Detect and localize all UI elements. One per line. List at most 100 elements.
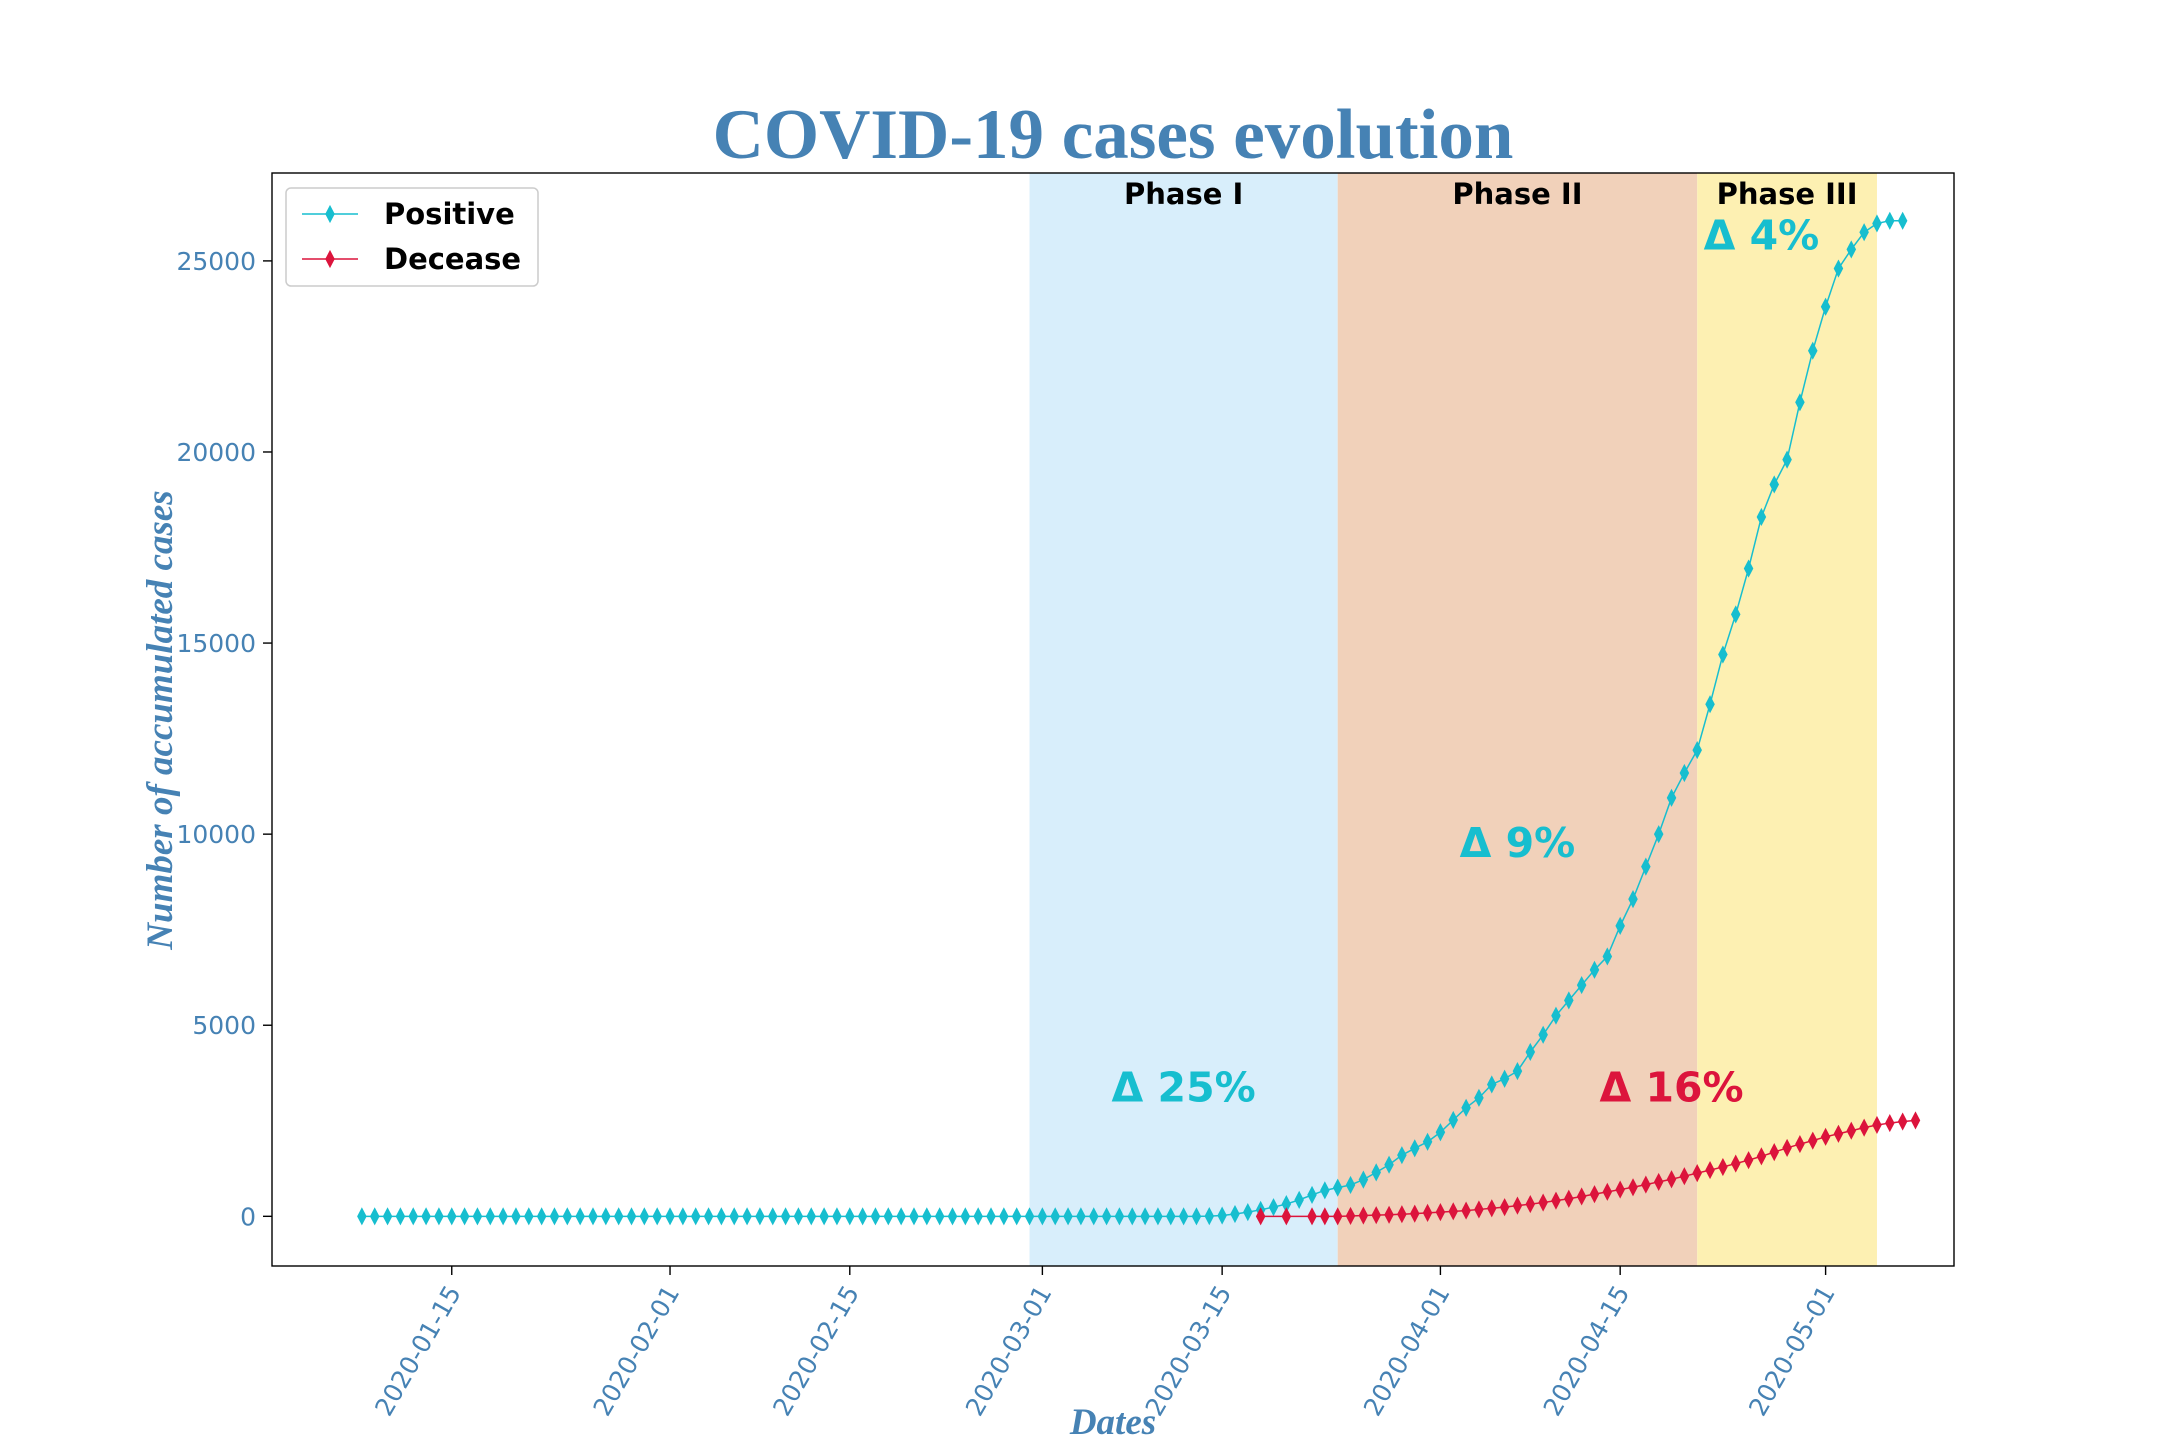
data-point-positive [1666,788,1677,807]
data-point-decease [1897,1112,1908,1131]
data-point-positive [459,1207,470,1226]
data-point-positive [896,1207,906,1226]
data-point-positive [1474,1088,1484,1107]
data-point-positive [1448,1110,1459,1130]
delta-annotation-phase-2: Δ 9% [1460,819,1576,867]
data-point-positive [421,1207,431,1226]
data-point-positive [1833,259,1844,278]
data-point-positive [1024,1207,1035,1226]
legend-item-positive: Positive [302,197,515,231]
data-point-positive [1037,1207,1048,1226]
data-point-positive [1641,857,1651,876]
data-point-positive [1397,1146,1407,1165]
data-point-decease [1281,1207,1292,1226]
y-tick-label: 25000 [176,247,256,276]
data-point-decease [1833,1124,1844,1143]
data-point-positive [767,1207,778,1226]
data-point-positive [536,1207,547,1226]
y-tick-label: 10000 [176,820,256,849]
data-point-positive [793,1207,804,1226]
data-point-positive [1230,1204,1240,1224]
data-point-positive [1461,1098,1471,1117]
data-point-positive [434,1207,444,1226]
data-point-decease [1859,1118,1869,1137]
x-tick-label: 2020-01-15 [369,1281,467,1421]
chart-title: COVID-19 cases evolution [713,96,1514,174]
x-tick-label: 2020-02-15 [767,1281,865,1421]
data-point-positive [1063,1207,1073,1226]
data-point-positive [1512,1062,1523,1081]
data-point-positive [524,1207,534,1226]
data-point-decease [1705,1161,1715,1180]
data-point-positive [819,1207,829,1226]
delta-annotation-decease: Δ 16% [1599,1064,1743,1112]
data-point-positive [1153,1207,1163,1226]
data-point-positive [549,1207,560,1226]
data-point-decease [1807,1131,1818,1150]
data-point-positive [1332,1178,1343,1197]
y-axis-label: Number of accumulated cases [140,490,181,950]
data-point-decease [1589,1185,1600,1204]
data-point-positive [472,1207,483,1226]
data-point-positive [369,1207,380,1226]
data-point-positive [729,1207,739,1226]
data-point-positive [1422,1132,1433,1151]
data-point-positive [665,1207,675,1226]
data-point-positive [1679,763,1690,783]
data-point-decease [1358,1206,1369,1225]
data-point-positive [1653,825,1664,844]
data-point-positive [1114,1207,1125,1226]
data-point-decease [1512,1196,1523,1215]
data-point-decease [1499,1198,1510,1217]
data-point-positive [960,1207,971,1226]
data-point-decease [1345,1206,1356,1226]
data-point-positive [1358,1170,1369,1189]
data-point-positive [909,1207,919,1226]
data-point-decease [1551,1191,1561,1210]
data-point-decease [1872,1115,1882,1135]
data-point-positive [1795,393,1805,412]
y-tick-label: 5000 [192,1011,256,1040]
data-point-positive [922,1207,932,1226]
data-point-decease [1602,1182,1613,1201]
data-point-positive [613,1207,624,1226]
data-point-positive [690,1207,701,1226]
phase-bands: Phase I Phase II Phase III [1029,173,1877,1266]
data-point-positive [1846,240,1857,259]
data-point-positive [1050,1207,1060,1226]
data-point-positive [626,1207,637,1226]
x-axis: 2020-01-15 2020-02-01 2020-02-15 2020-03-01… [369,1266,1841,1421]
data-point-positive [1769,475,1780,494]
data-point-positive [485,1207,496,1226]
legend-label: Positive [384,197,515,231]
data-point-decease [1461,1201,1471,1220]
data-point-decease [1782,1138,1792,1157]
phase-label-3: Phase III [1717,177,1858,211]
data-point-positive [1872,214,1882,233]
data-point-positive [357,1207,367,1226]
data-point-decease [1730,1154,1741,1173]
data-point-positive [1589,960,1600,979]
series-decease [1255,1111,1921,1226]
data-point-positive [1243,1203,1253,1222]
data-point-positive [857,1207,868,1226]
data-point-positive [1807,341,1818,360]
data-point-positive [1320,1181,1330,1200]
data-point-positive [742,1207,752,1226]
data-point-positive [1859,223,1869,242]
data-point-decease [1756,1147,1767,1166]
data-point-positive [601,1207,611,1226]
x-tick-label: 2020-03-01 [960,1281,1058,1421]
data-point-positive [1178,1207,1189,1226]
phase-band-3 [1697,173,1877,1266]
data-point-positive [1499,1069,1510,1088]
data-point-positive [498,1207,508,1226]
y-tick-label: 15000 [176,629,256,658]
delta-annotations: Δ 25% Δ 9% Δ 4% Δ 16% [1112,211,1820,1111]
phase-label-2: Phase II [1452,177,1582,211]
data-point-positive [1692,740,1702,760]
data-point-positive [1525,1042,1536,1062]
data-point-positive [1885,211,1895,230]
data-point-decease [1474,1200,1484,1219]
x-tick-label: 2020-02-01 [587,1281,685,1421]
